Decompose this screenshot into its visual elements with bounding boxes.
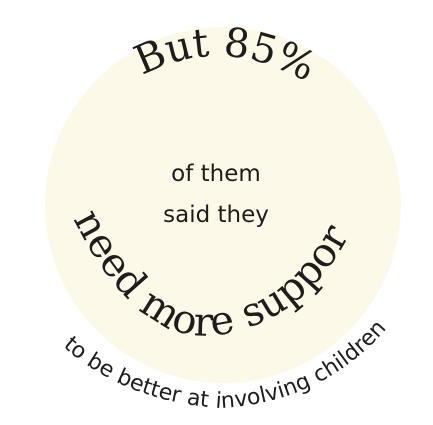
body-line-2: said they — [163, 202, 269, 228]
background-circle — [45, 27, 401, 383]
body-line-1: of them — [171, 161, 261, 187]
